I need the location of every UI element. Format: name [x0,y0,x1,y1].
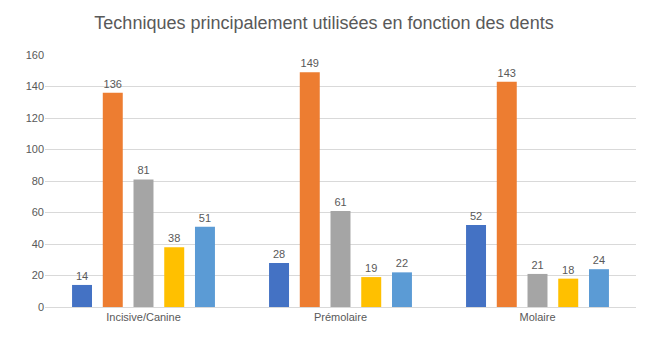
svg-text:24: 24 [593,254,605,266]
svg-text:28: 28 [273,248,285,260]
svg-text:52: 52 [470,210,482,222]
svg-text:21: 21 [531,259,543,271]
svg-text:60: 60 [32,206,44,218]
svg-text:120: 120 [26,112,44,124]
svg-text:18: 18 [562,264,574,276]
svg-text:0: 0 [38,301,44,313]
svg-text:38: 38 [168,232,180,244]
svg-text:100: 100 [26,143,44,155]
svg-text:Incisive/Canine: Incisive/Canine [106,311,181,323]
svg-text:136: 136 [104,78,122,90]
svg-text:61: 61 [334,196,346,208]
svg-text:40: 40 [32,238,44,250]
svg-text:19: 19 [365,262,377,274]
svg-text:22: 22 [396,257,408,269]
svg-text:Techniques principalement util: Techniques principalement utilisées en f… [94,13,553,33]
svg-text:14: 14 [76,270,88,282]
svg-text:20: 20 [32,269,44,281]
svg-text:51: 51 [199,212,211,224]
svg-text:140: 140 [26,80,44,92]
svg-text:149: 149 [301,57,319,69]
svg-text:80: 80 [32,175,44,187]
svg-text:Prémolaire: Prémolaire [314,311,367,323]
svg-text:Molaire: Molaire [519,311,555,323]
svg-text:81: 81 [137,164,149,176]
svg-text:143: 143 [498,67,516,79]
svg-text:160: 160 [26,49,44,61]
